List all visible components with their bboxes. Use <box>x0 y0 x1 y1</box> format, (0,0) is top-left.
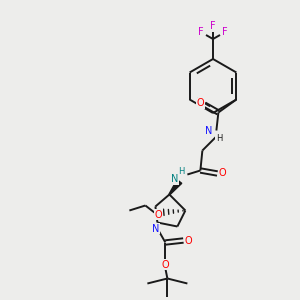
Text: N: N <box>205 127 212 136</box>
Text: O: O <box>154 209 162 220</box>
Text: H: H <box>216 134 223 143</box>
Text: F: F <box>198 27 204 37</box>
Text: N: N <box>152 224 159 233</box>
Polygon shape <box>169 180 182 195</box>
Text: H: H <box>178 167 184 176</box>
Text: O: O <box>196 98 204 109</box>
Text: O: O <box>162 260 169 269</box>
Text: F: F <box>210 21 216 31</box>
Text: O: O <box>219 169 226 178</box>
Text: N: N <box>171 175 178 184</box>
Text: O: O <box>184 236 192 245</box>
Text: F: F <box>222 27 228 37</box>
